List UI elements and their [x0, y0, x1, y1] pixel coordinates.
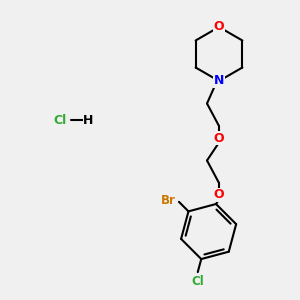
Text: O: O [214, 188, 224, 202]
Text: N: N [214, 74, 224, 88]
Text: Cl: Cl [53, 113, 67, 127]
Text: H: H [83, 113, 94, 127]
Text: O: O [214, 131, 224, 145]
Text: Br: Br [161, 194, 176, 207]
Text: O: O [214, 20, 224, 34]
Text: Cl: Cl [191, 275, 204, 288]
